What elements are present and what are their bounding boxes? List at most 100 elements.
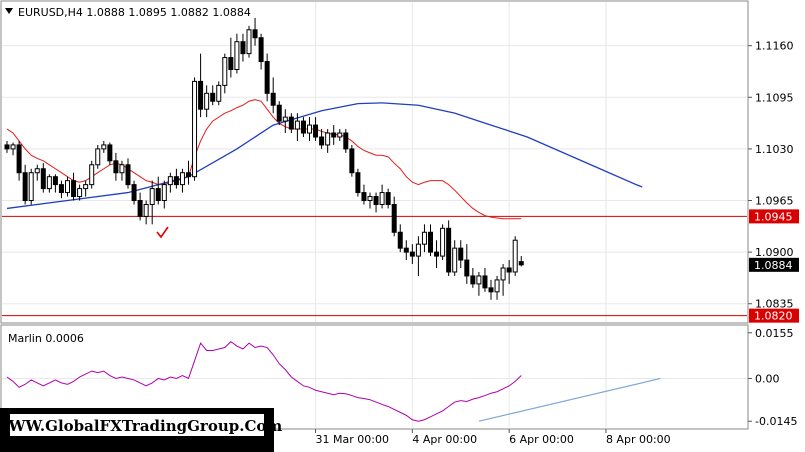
candle — [240, 33, 246, 62]
candle — [307, 117, 312, 141]
candle — [228, 37, 234, 78]
candle-body — [258, 37, 264, 63]
candle — [325, 129, 331, 153]
candle — [518, 256, 524, 267]
candle-body — [349, 148, 355, 174]
candle-body — [240, 41, 246, 55]
candle — [313, 117, 319, 141]
candle — [58, 180, 64, 199]
candle-body — [264, 61, 270, 94]
candle-body — [288, 116, 294, 130]
candle-body — [252, 29, 258, 39]
candle — [415, 236, 421, 276]
candle — [149, 180, 155, 225]
candle-body — [234, 41, 240, 70]
candle-body — [343, 132, 349, 150]
candle — [89, 160, 95, 189]
price-tick-label: 1.1160 — [755, 40, 794, 53]
candle-body — [65, 180, 70, 194]
candle-body — [198, 80, 204, 110]
candle-body — [101, 144, 107, 150]
candle — [204, 85, 210, 118]
candle-body — [276, 104, 282, 122]
candle-body — [107, 144, 113, 162]
candle — [264, 53, 270, 102]
candle — [107, 142, 113, 165]
indicator-title: Marlin 0.0006 — [8, 332, 84, 345]
candle-body — [325, 132, 331, 146]
horizontal-levels: 1.0945 1.0820 — [2, 209, 799, 323]
candle-body — [415, 243, 421, 257]
candle-body — [137, 200, 143, 217]
candle — [125, 158, 131, 189]
watermark-banner: WWW.GlobalFXTradingGroup.Com — [0, 408, 282, 452]
candle — [397, 224, 403, 253]
candle — [77, 184, 83, 201]
candle-body — [385, 192, 391, 205]
candle — [355, 168, 361, 197]
candle-body — [506, 267, 512, 273]
candle-body — [482, 275, 488, 289]
candle — [40, 163, 46, 193]
candle-body — [518, 261, 524, 266]
candle — [319, 129, 325, 149]
candle — [385, 188, 391, 209]
candle-body — [167, 176, 173, 186]
candle — [198, 53, 204, 118]
level-label: 1.0945 — [754, 210, 793, 223]
candle — [28, 168, 34, 205]
candle-body — [246, 29, 252, 55]
candle-body — [313, 124, 319, 138]
candle-body — [192, 80, 198, 178]
marlin-indicator — [6, 340, 661, 422]
candle — [482, 268, 488, 292]
axis-labels: 1.1160 1.1095 1.1030 1.0965 1.0900 1.0835 31 M… — [315, 40, 799, 446]
time-tick-label: 31 Mar 00:00 — [316, 433, 389, 446]
candle-body — [421, 231, 427, 245]
candle — [337, 129, 343, 141]
candle-body — [300, 120, 306, 134]
candle — [210, 85, 216, 106]
candle-body — [458, 247, 464, 261]
candle — [179, 168, 185, 193]
price-tick-label: 1.1030 — [755, 143, 794, 156]
watermark-text: WWW.GlobalFXTradingGroup.Com — [0, 417, 282, 435]
candle — [488, 279, 494, 300]
candle-body — [16, 144, 22, 174]
candle — [331, 125, 337, 145]
candle-body — [512, 239, 518, 273]
candle — [391, 196, 397, 237]
candle — [192, 77, 198, 181]
marlin-trendline — [478, 377, 661, 422]
candle-body — [367, 196, 373, 202]
candle-body — [446, 227, 452, 273]
candle-body — [337, 132, 343, 138]
candle-body — [161, 184, 167, 202]
candle — [119, 160, 125, 181]
candle — [101, 140, 107, 153]
candle-body — [204, 92, 210, 110]
time-tick-label: 8 Apr 00:00 — [606, 433, 671, 446]
candle-body — [452, 247, 458, 273]
candle — [373, 192, 379, 213]
indicator-tick-label: -0.0145 — [755, 415, 797, 428]
candle — [367, 192, 373, 209]
level-label: 1.0820 — [754, 310, 793, 323]
candle — [276, 101, 282, 126]
candle-body — [131, 184, 137, 202]
marlin-line — [6, 340, 522, 422]
candle-body — [216, 84, 222, 102]
candle-body — [391, 203, 397, 233]
chevron-down-icon[interactable] — [5, 8, 13, 14]
current-price-box — [749, 257, 799, 272]
candle-body — [77, 188, 83, 198]
candle-body — [143, 203, 149, 217]
candle — [270, 77, 276, 114]
candle-body — [22, 172, 28, 202]
candle — [379, 184, 385, 209]
candle-body — [373, 196, 379, 205]
current-price-label: 1.0884 — [754, 259, 793, 272]
candle — [476, 271, 482, 296]
candle-body — [270, 92, 276, 106]
